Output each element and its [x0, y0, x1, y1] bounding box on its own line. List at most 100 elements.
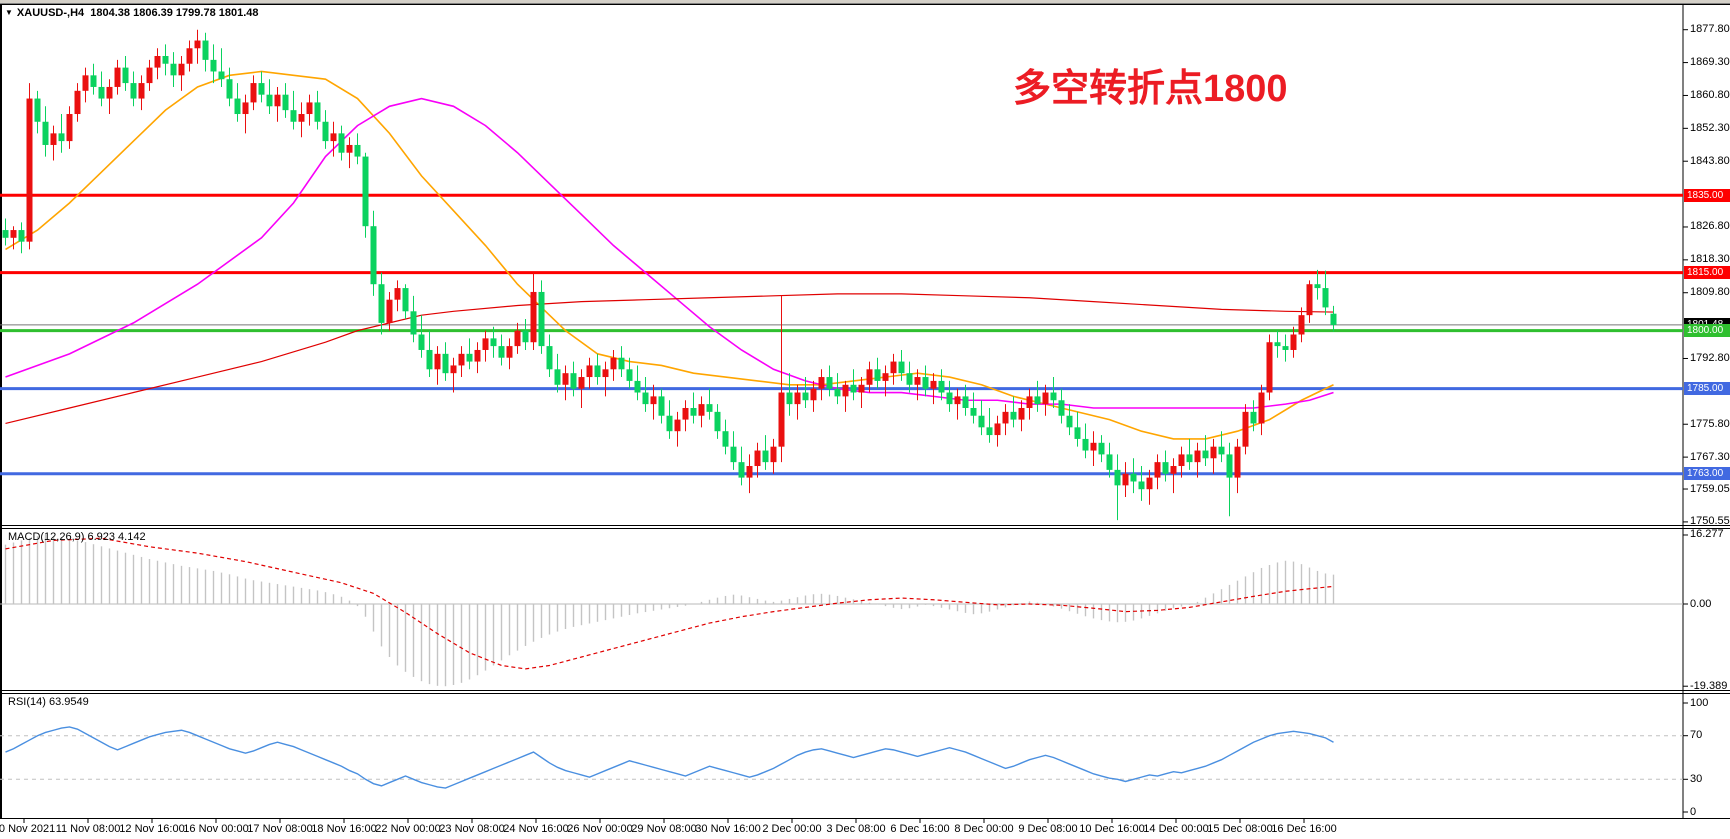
candle-down: [826, 377, 833, 389]
candle-down: [730, 446, 737, 463]
time-axis-label: 15 Dec 08:00: [1207, 823, 1273, 835]
rsi-tick-label: 100: [1690, 696, 1709, 709]
candle-down: [554, 369, 561, 385]
candle-up: [866, 369, 873, 385]
candle-up: [810, 388, 817, 401]
candle-down: [522, 330, 529, 343]
candle-down: [1066, 415, 1073, 428]
candle-up: [1258, 392, 1265, 424]
candle-down: [402, 288, 409, 312]
candle-up: [250, 83, 257, 103]
candle-down: [1186, 454, 1193, 463]
time-axis-label: 10 Nov 2021: [0, 823, 56, 835]
candle-up: [882, 373, 889, 381]
candle-up: [394, 288, 401, 300]
candle-up: [842, 384, 849, 397]
candle-up: [602, 369, 609, 378]
candle-up: [890, 361, 897, 374]
candle-up: [1234, 446, 1241, 478]
candle-down: [1106, 454, 1113, 470]
candle-down: [594, 365, 601, 378]
candle-up: [114, 67, 121, 87]
ma-mid-magenta: [5, 97, 1334, 409]
candle-up: [146, 67, 153, 84]
price-tick-label: 1759.05: [1690, 482, 1730, 495]
time-axis-label: 17 Nov 08:00: [247, 823, 313, 835]
candle-up: [274, 94, 281, 107]
time-axis-label: 10 Dec 16:00: [1079, 823, 1145, 835]
candle-down: [626, 369, 633, 381]
candle-up: [458, 353, 465, 366]
candle-up: [1290, 334, 1297, 350]
time-axis-label: 9 Dec 08:00: [1018, 823, 1078, 835]
candle-down: [938, 380, 945, 393]
candle-up: [562, 373, 569, 385]
ma-fast-orange: [5, 70, 1334, 440]
candle-down: [1098, 442, 1105, 455]
candle-up: [530, 291, 537, 343]
candle-down: [162, 56, 169, 64]
candle-down: [490, 338, 497, 347]
candle-down: [266, 94, 273, 107]
candle-down: [42, 121, 49, 145]
candle-up: [1026, 396, 1033, 408]
candle-down: [666, 415, 673, 432]
candle-down: [1010, 411, 1017, 420]
candle-up: [26, 98, 33, 242]
candle-down: [466, 353, 473, 362]
macd-tick-label: -19.389: [1690, 679, 1728, 692]
candle-up: [1178, 454, 1185, 467]
chart-text-annotation[interactable]: 多空转折点1800: [1013, 68, 1288, 110]
candle-up: [434, 353, 441, 370]
candle-down: [762, 450, 769, 463]
candle-up: [754, 450, 761, 467]
time-axis-label: 18 Nov 16:00: [311, 823, 377, 835]
candle-down: [538, 291, 545, 347]
time-axis-label: 11 Nov 08:00: [55, 823, 121, 835]
candle-up: [1042, 392, 1049, 405]
candle-down: [738, 462, 745, 478]
price-tick-label: 1852.30: [1690, 121, 1730, 134]
candle-up: [954, 396, 961, 405]
candle-up: [1122, 473, 1129, 486]
candle-up: [506, 346, 513, 358]
candle-down: [338, 133, 345, 153]
candle-down: [1058, 400, 1065, 416]
price-tick-label: 1869.30: [1690, 56, 1730, 69]
price-badge: 1763.00: [1684, 467, 1730, 481]
candle-down: [2, 230, 9, 238]
candle-down: [874, 369, 881, 381]
candle-down: [210, 59, 217, 72]
candle-down: [378, 284, 385, 323]
candle-down: [218, 71, 225, 80]
candle-down: [986, 427, 993, 436]
candle-down: [786, 392, 793, 405]
candle-down: [90, 75, 97, 87]
candle-down: [1250, 411, 1257, 424]
candle-up: [346, 144, 353, 153]
candle-down: [722, 431, 729, 447]
candle-down: [978, 415, 985, 428]
symbol-dropdown-icon[interactable]: ▼: [5, 8, 13, 17]
candle-down: [1202, 450, 1209, 459]
candle-up: [994, 423, 1001, 436]
time-axis-label: 8 Dec 00:00: [954, 823, 1014, 835]
time-axis-label: 3 Dec 08:00: [826, 823, 886, 835]
candle-up: [386, 299, 393, 323]
candle-down: [1050, 392, 1057, 401]
candle-up: [1242, 411, 1249, 447]
candle-down: [58, 133, 65, 142]
candle-up: [1266, 342, 1273, 393]
candle-down: [898, 361, 905, 374]
candle-up: [914, 377, 921, 385]
time-axis-label: 29 Nov 08:00: [631, 823, 697, 835]
candle-up: [306, 102, 313, 115]
candle-down: [34, 98, 41, 122]
candle-down: [202, 40, 209, 60]
price-tick-label: 1767.30: [1690, 450, 1730, 463]
candle-down: [642, 392, 649, 405]
candle-up: [794, 392, 801, 405]
time-axis-label: 12 Nov 16:00: [119, 823, 185, 835]
candle-down: [1226, 454, 1233, 478]
